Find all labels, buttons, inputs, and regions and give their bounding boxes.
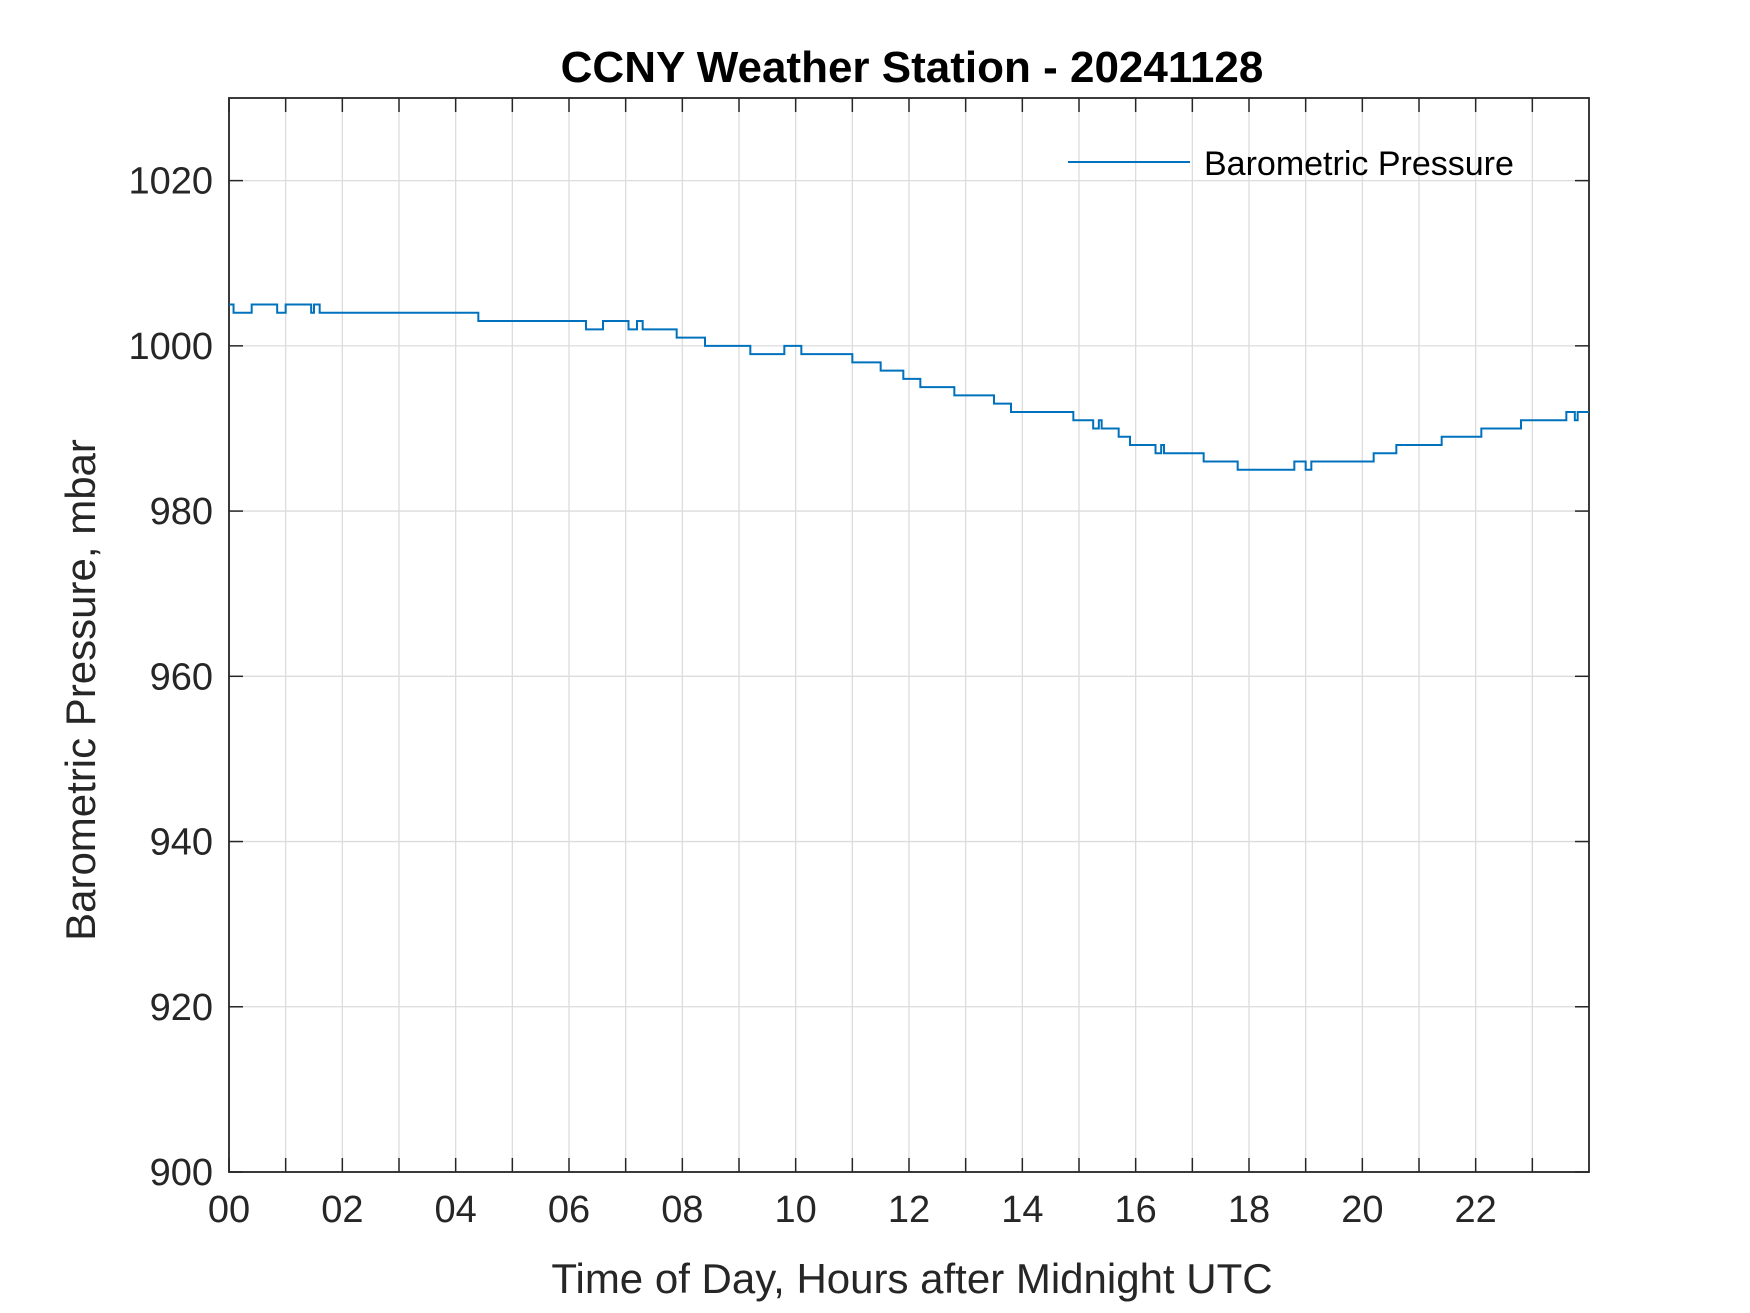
x-tick-label: 14	[1001, 1189, 1043, 1231]
y-tick-label: 980	[150, 491, 213, 533]
series-layer	[229, 303, 1589, 471]
series-line-barometric-pressure	[229, 303, 1589, 471]
legend: Barometric Pressure	[1068, 145, 1514, 183]
x-tick-label: 08	[661, 1189, 703, 1231]
x-tick-label: 02	[321, 1189, 363, 1231]
grid	[228, 98, 1589, 1173]
axis-ticks	[228, 98, 1589, 1173]
y-tick-labels: 900 920 940 960 980 1000 1020	[128, 161, 213, 1194]
x-tick-label: 10	[775, 1189, 817, 1231]
plot-area-frame	[228, 97, 1590, 1173]
x-tick-labels: 00 02 04 06 08 10 12 14 16 18 20 22	[208, 1189, 1497, 1231]
x-tick-label: 22	[1455, 1189, 1497, 1231]
x-tick-label: 06	[548, 1189, 590, 1231]
x-tick-label: 00	[208, 1189, 250, 1231]
y-tick-label: 920	[150, 987, 213, 1029]
x-tick-label: 18	[1228, 1189, 1270, 1231]
x-tick-label: 12	[888, 1189, 930, 1231]
x-tick-label: 16	[1115, 1189, 1157, 1231]
y-tick-label: 1000	[128, 326, 213, 368]
y-tick-label: 1020	[128, 161, 213, 203]
y-tick-label: 940	[150, 822, 213, 864]
y-axis-label: Barometric Pressure, mbar	[57, 439, 104, 941]
x-axis-label: Time of Day, Hours after Midnight UTC	[551, 1255, 1272, 1302]
x-tick-label: 20	[1341, 1189, 1383, 1231]
y-tick-label: 900	[150, 1152, 213, 1194]
x-tick-label: 04	[435, 1189, 477, 1231]
legend-label-barometric-pressure: Barometric Pressure	[1204, 145, 1514, 183]
y-tick-label: 960	[150, 656, 213, 698]
chart-title: CCNY Weather Station - 20241128	[561, 43, 1264, 92]
